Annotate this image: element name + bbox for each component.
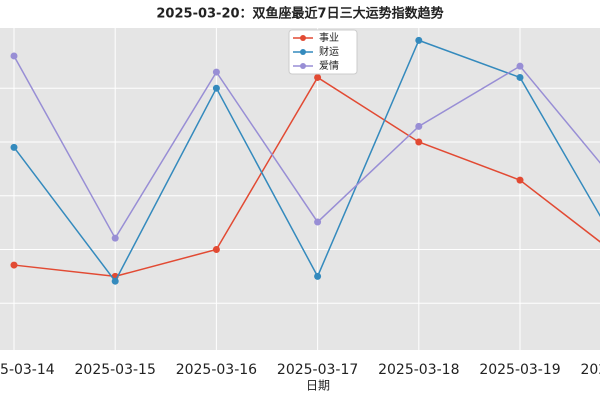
data-point bbox=[516, 62, 524, 70]
data-point bbox=[212, 245, 220, 253]
x-tick-label: 2025-03-16 bbox=[176, 362, 257, 378]
data-point bbox=[415, 122, 423, 130]
x-tick-label: 2025-03-15 bbox=[75, 362, 156, 378]
legend-label: 事业 bbox=[319, 31, 339, 44]
plot-area bbox=[0, 28, 600, 350]
x-tick-label: 2025-03-19 bbox=[479, 362, 560, 378]
legend-marker bbox=[300, 49, 306, 55]
data-point bbox=[212, 84, 220, 92]
data-point bbox=[516, 73, 524, 81]
data-point bbox=[314, 73, 322, 81]
legend-box bbox=[288, 29, 358, 75]
x-axis-label: 日期 bbox=[306, 379, 330, 393]
legend-label: 财运 bbox=[319, 45, 339, 58]
data-point bbox=[10, 261, 18, 269]
legend-marker bbox=[300, 63, 306, 69]
data-point bbox=[111, 234, 119, 242]
data-point bbox=[516, 176, 524, 184]
legend-label: 爱情 bbox=[319, 59, 339, 72]
data-point bbox=[10, 52, 18, 60]
x-tick-label: 2025-03-20 bbox=[581, 362, 600, 378]
data-point bbox=[415, 138, 423, 146]
data-point bbox=[212, 68, 220, 76]
data-point bbox=[10, 143, 18, 151]
x-tick-label: 2025-03-14 bbox=[0, 362, 55, 378]
data-point bbox=[111, 277, 119, 285]
x-tick-label: 2025-03-18 bbox=[378, 362, 459, 378]
data-point bbox=[314, 272, 322, 280]
legend-marker bbox=[300, 35, 306, 41]
x-tick-label: 2025-03-17 bbox=[277, 362, 358, 378]
chart-title: 2025-03-20：双鱼座最近7日三大运势指数趋势 bbox=[156, 6, 443, 22]
data-point bbox=[415, 36, 423, 44]
data-point bbox=[314, 218, 322, 226]
